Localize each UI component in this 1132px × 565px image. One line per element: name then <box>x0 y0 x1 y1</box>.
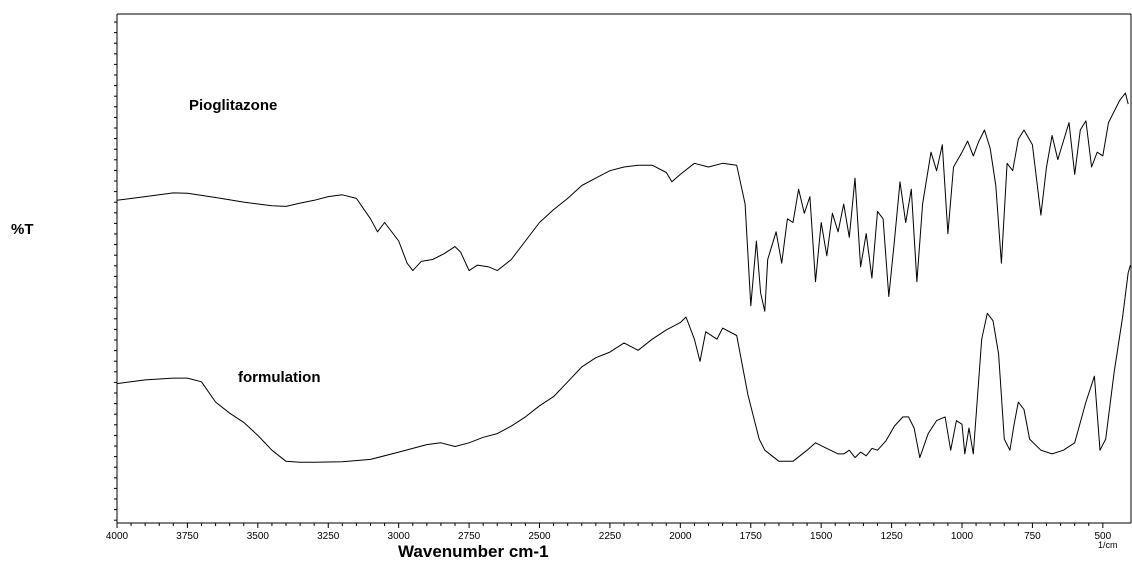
x-tick-label: 3250 <box>317 531 340 542</box>
x-axis-label: Wavenumber cm-1 <box>398 542 549 561</box>
x-tick-label: 3750 <box>176 531 199 542</box>
series-line-pioglitazone <box>116 92 1129 312</box>
x-tick-label: 1250 <box>880 531 903 542</box>
x-tick-label: 1000 <box>951 531 974 542</box>
x-tick-label: 4000 <box>106 531 129 542</box>
series-label-formulation: formulation <box>238 369 321 386</box>
x-tick-label: 750 <box>1024 531 1041 542</box>
y-minor-ticks <box>114 21 117 521</box>
x-tick-label: 2500 <box>528 531 551 542</box>
x-axis-unit: 1/cm <box>1098 540 1118 550</box>
x-tick-label: 2750 <box>458 531 481 542</box>
y-axis-label: %T <box>11 221 34 238</box>
x-tick-label: 3500 <box>247 531 270 542</box>
x-tick-label: 2250 <box>599 531 622 542</box>
x-tick-label: 500 <box>1094 531 1111 542</box>
x-tick-label: 3000 <box>388 531 411 542</box>
series-layer <box>116 92 1131 463</box>
x-ticks: 4000 3750 3500 3250 3000 2750 2500 2250 2000 1750… <box>106 523 1112 542</box>
series-line-formulation <box>116 265 1131 463</box>
x-tick-label: 2000 <box>669 531 692 542</box>
x-tick-label: 1750 <box>740 531 763 542</box>
x-tick-label: 1500 <box>810 531 833 542</box>
series-label-pioglitazone: Pioglitazone <box>189 97 277 114</box>
